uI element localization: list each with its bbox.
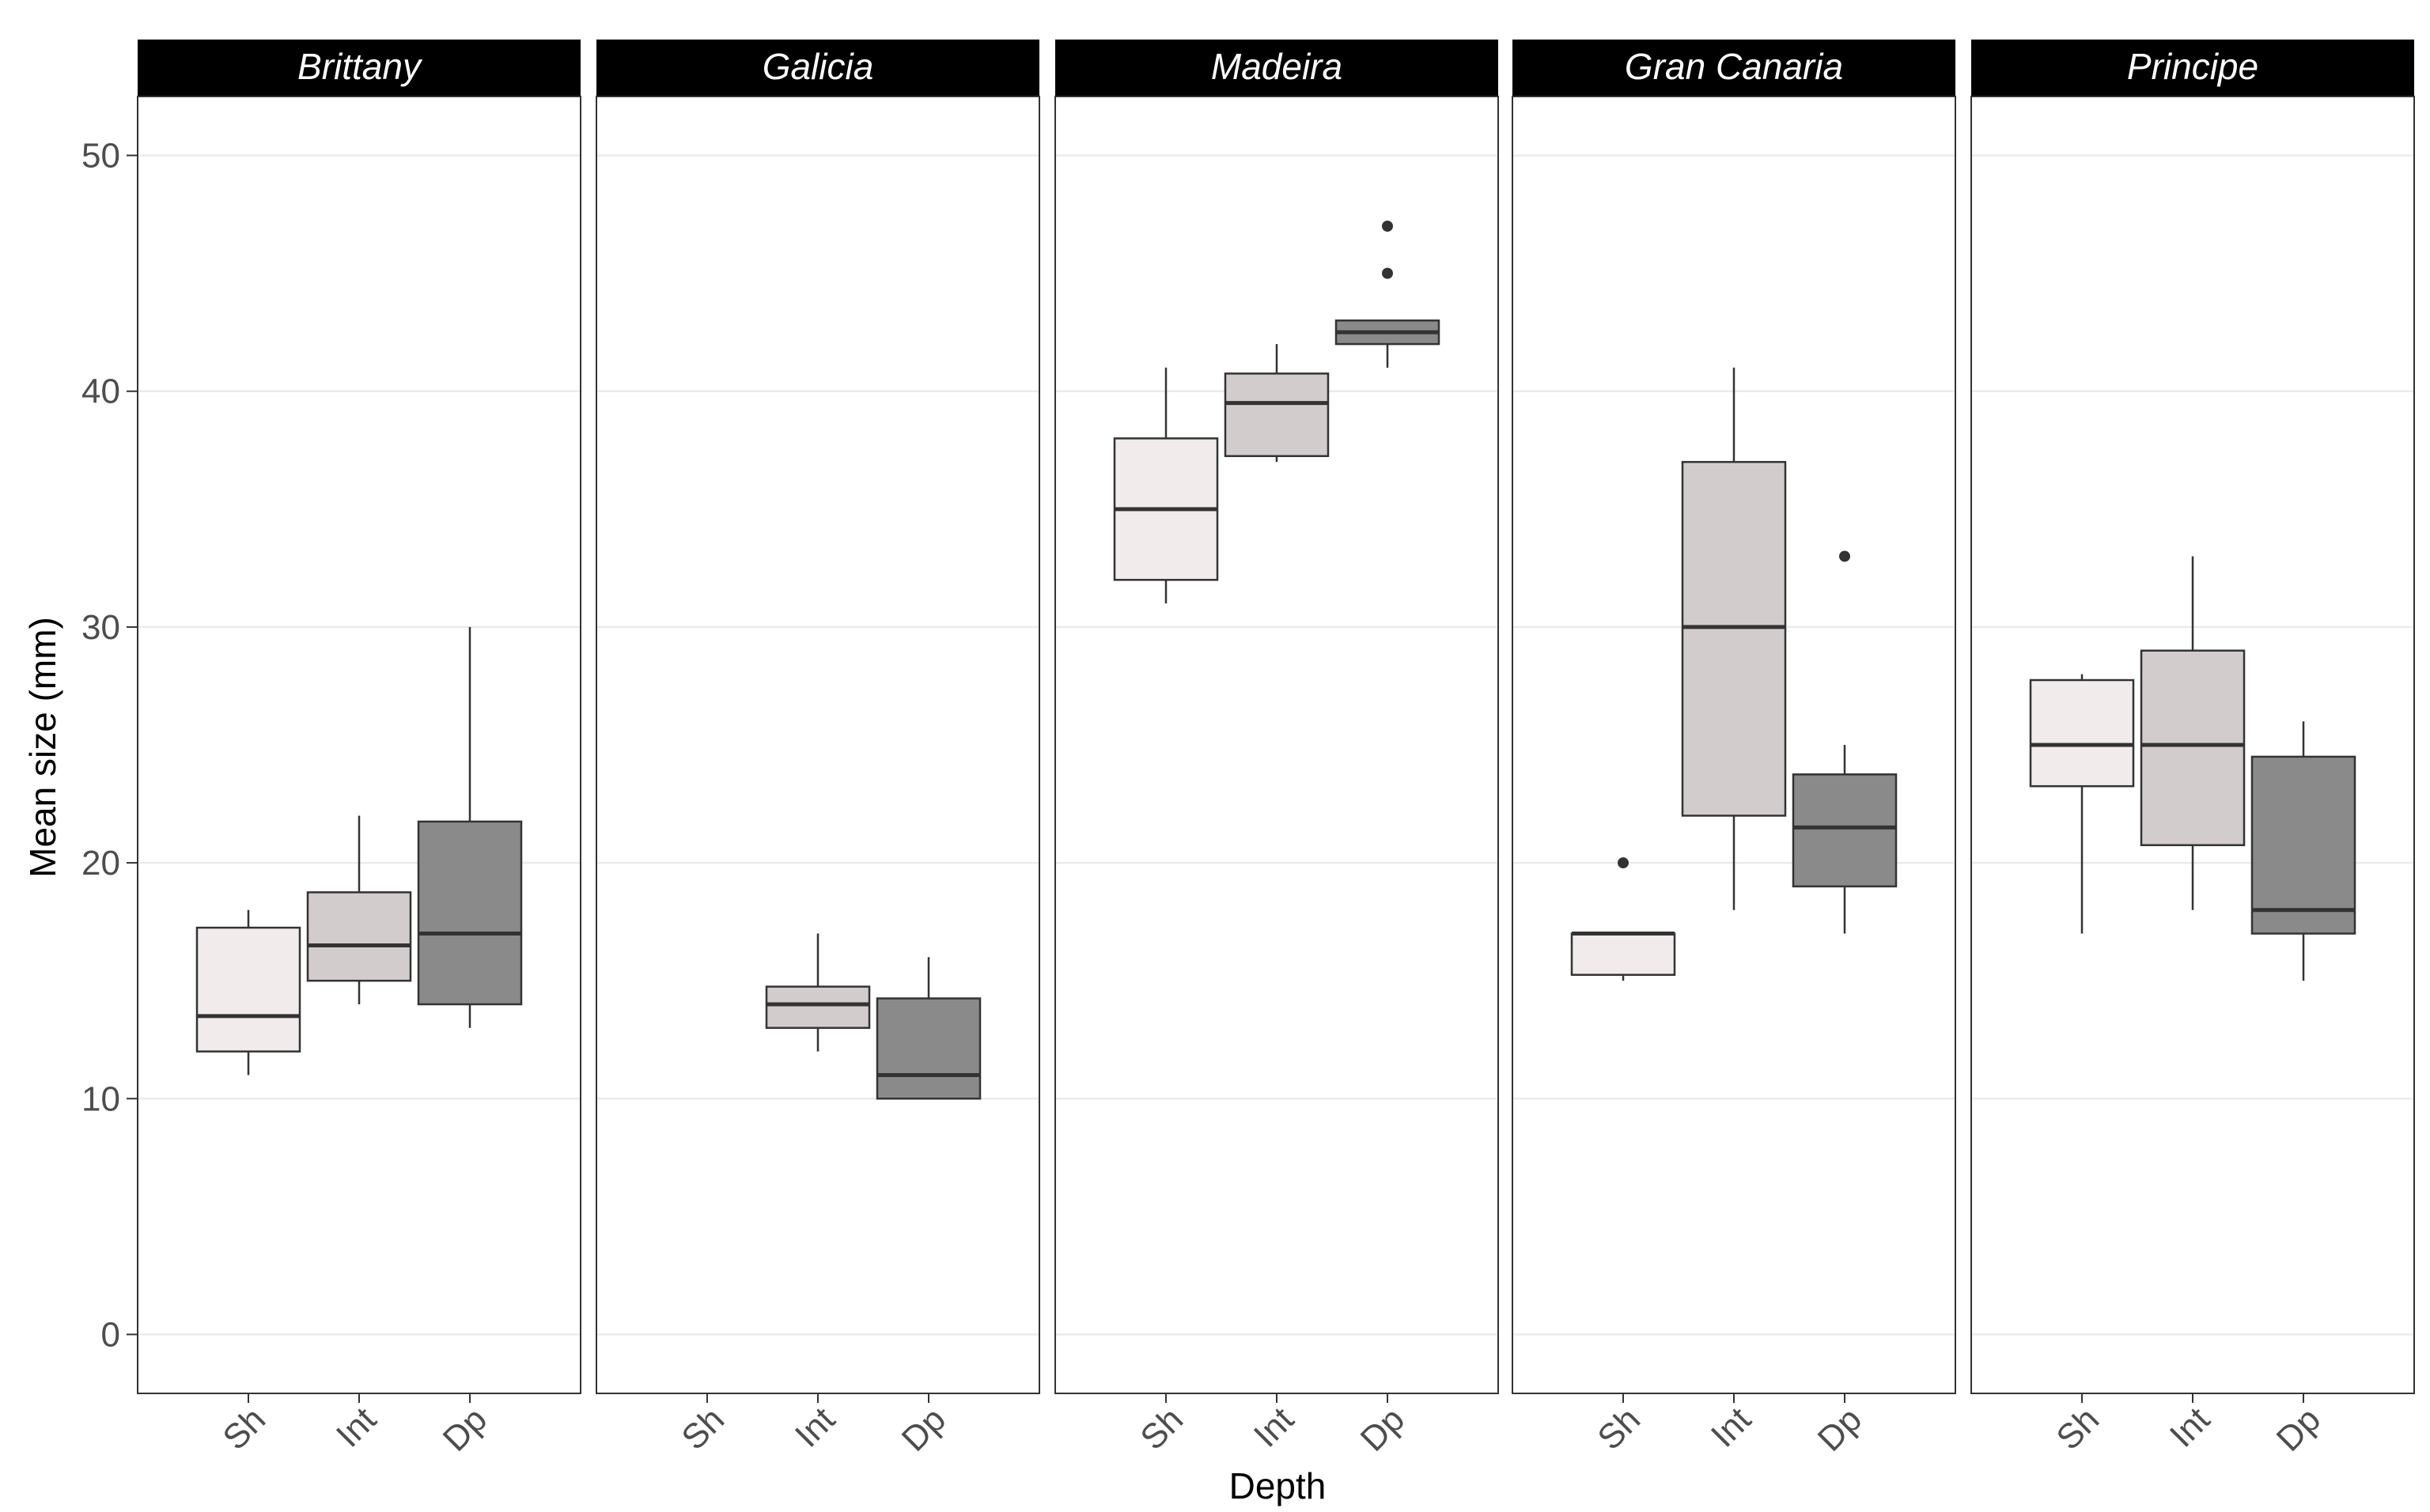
y-tick-label: 40 bbox=[81, 372, 120, 411]
facet-panel-gran-canaria: Gran Canaria Sh Int Dp bbox=[1512, 40, 1956, 1459]
x-tick-label: Dp bbox=[2269, 1400, 2328, 1458]
x-tick-label: Sh bbox=[1133, 1400, 1190, 1457]
x-tick-label: Int bbox=[1704, 1400, 1758, 1454]
box-iqr bbox=[195, 926, 301, 1053]
box-iqr bbox=[1224, 372, 1330, 457]
box-iqr bbox=[306, 891, 412, 982]
box-iqr bbox=[2140, 649, 2246, 846]
panels-layer: Brittany Sh Int Dp Galicia Sh Int Dp Madeira Sh In… bbox=[137, 40, 2415, 1459]
box-iqr bbox=[1681, 460, 1787, 817]
outlier-point bbox=[1382, 221, 1393, 232]
box-sh bbox=[1570, 857, 1676, 981]
y-tick-label: 20 bbox=[81, 844, 120, 883]
facet-panel-galicia: Galicia Sh Int Dp bbox=[596, 40, 1040, 1459]
x-tick-label: Sh bbox=[1590, 1400, 1648, 1457]
x-tick-label: Int bbox=[1247, 1400, 1301, 1454]
box-sh bbox=[195, 909, 301, 1075]
panel-background bbox=[596, 96, 1039, 1393]
y-tick-label: 10 bbox=[81, 1079, 120, 1118]
x-tick-label: Sh bbox=[674, 1400, 732, 1457]
box-iqr bbox=[2250, 755, 2356, 935]
x-tick-label: Int bbox=[2163, 1400, 2217, 1454]
box-dp bbox=[1792, 550, 1898, 934]
facet-panel-madeira: Madeira Sh Int Dp bbox=[1054, 40, 1499, 1459]
x-tick-label: Dp bbox=[1811, 1400, 1869, 1458]
box-dp bbox=[876, 957, 982, 1100]
facet-strip-label: Galicia bbox=[763, 46, 874, 87]
box-sh bbox=[1113, 367, 1219, 604]
facet-strip-label: Gran Canaria bbox=[1625, 46, 1843, 87]
facet-panel-brittany: Brittany Sh Int Dp bbox=[137, 40, 581, 1459]
box-dp bbox=[417, 626, 523, 1028]
panel-background bbox=[1055, 96, 1498, 1393]
facet-strip bbox=[1055, 40, 1498, 96]
x-tick-label: Int bbox=[329, 1400, 384, 1454]
x-tick-label: Sh bbox=[215, 1400, 273, 1457]
facet-strip-label: Brittany bbox=[297, 46, 423, 87]
box-iqr bbox=[1570, 932, 1676, 976]
facet-strip-label: Madeira bbox=[1211, 46, 1342, 87]
box-dp bbox=[1334, 221, 1440, 368]
y-tick-label: 0 bbox=[101, 1315, 120, 1354]
box-int bbox=[1681, 367, 1787, 910]
box-iqr bbox=[2029, 679, 2135, 788]
box-sh bbox=[2029, 674, 2135, 934]
x-tick-label: Dp bbox=[436, 1400, 494, 1458]
box-iqr bbox=[876, 997, 982, 1100]
facet-strip-label: Principe bbox=[2127, 46, 2258, 87]
x-axis-title: Depth bbox=[1229, 1465, 1327, 1506]
panel-background bbox=[138, 96, 581, 1393]
box-iqr bbox=[1792, 773, 1898, 888]
box-int bbox=[765, 933, 871, 1052]
x-tick-label: Dp bbox=[1353, 1400, 1412, 1458]
outlier-point bbox=[1382, 267, 1393, 279]
outlier-point bbox=[1839, 550, 1850, 562]
box-int bbox=[2140, 556, 2246, 910]
facet-strip bbox=[1512, 40, 1955, 96]
facet-strip bbox=[596, 40, 1039, 96]
y-tick-label: 30 bbox=[81, 608, 120, 647]
y-axis: 0 10 20 30 40 50 bbox=[81, 137, 138, 1354]
facet-panel-principe: Principe Sh Int Dp bbox=[1970, 40, 2415, 1459]
facet-strip bbox=[1971, 40, 2414, 96]
outlier-point bbox=[1618, 857, 1629, 869]
box-dp bbox=[2250, 721, 2356, 981]
box-int bbox=[306, 815, 412, 1004]
facet-strip bbox=[138, 40, 581, 96]
y-tick-label: 50 bbox=[81, 137, 120, 176]
box-iqr bbox=[765, 985, 871, 1030]
x-tick-label: Dp bbox=[895, 1400, 953, 1458]
x-tick-label: Sh bbox=[2049, 1400, 2106, 1457]
box-iqr bbox=[417, 820, 523, 1006]
box-int bbox=[1224, 344, 1330, 463]
x-tick-label: Int bbox=[788, 1400, 842, 1454]
y-axis-title: Mean size (mm) bbox=[22, 617, 63, 878]
